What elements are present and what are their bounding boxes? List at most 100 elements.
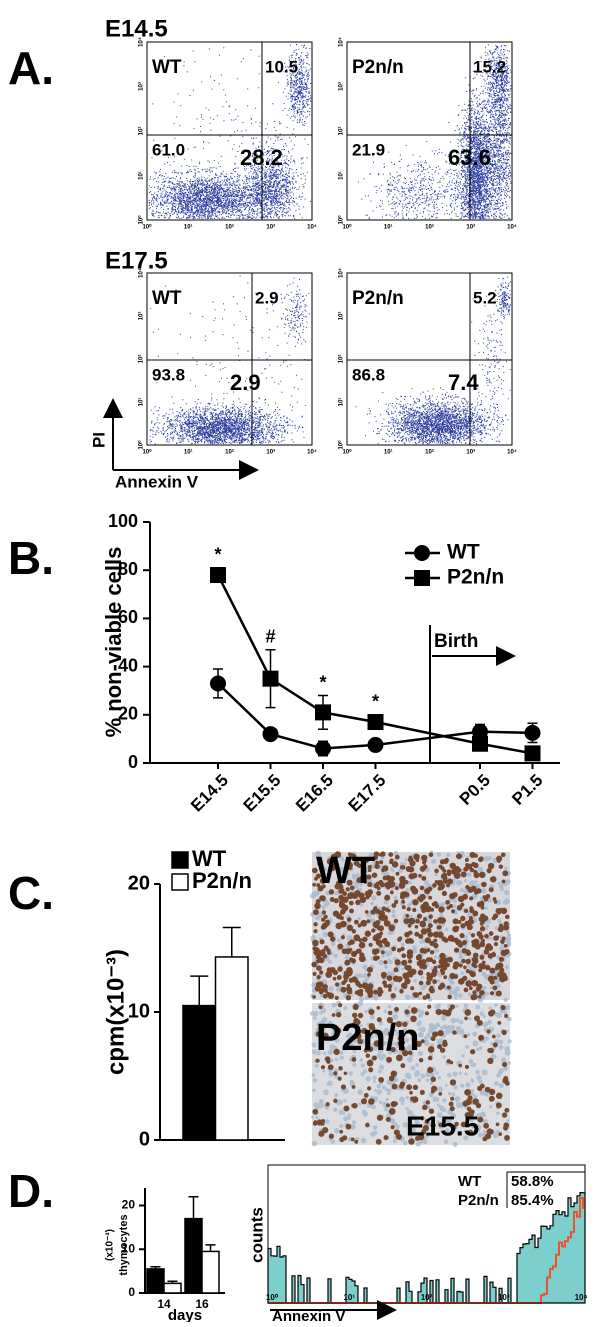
quadrant-value: 2.9 (230, 370, 261, 395)
y-tick-label: 10 (122, 1241, 136, 1255)
legend-label: WT (458, 1173, 481, 1190)
flow-tick-label: 10⁴ (307, 450, 317, 456)
flow-tick-label: 10² (225, 449, 234, 456)
data-point (262, 726, 279, 743)
x-axis-label: days (168, 1307, 202, 1322)
significance-mark: * (372, 692, 379, 712)
flow-plot-frame (346, 272, 513, 446)
quadrant-value: 93.8 (152, 365, 185, 384)
x-tick-label: E14.5 (187, 771, 232, 816)
flow-tick-label: 10⁴ (139, 268, 145, 278)
x-tick-label: E16.5 (292, 771, 337, 816)
bar (182, 1004, 217, 1141)
x-tick-label: 14 (157, 1297, 171, 1311)
flow-tick-label: 10² (338, 127, 345, 136)
flow-dots (149, 275, 310, 445)
genotype-label: WT (152, 57, 182, 78)
data-point (367, 714, 384, 731)
y-tick-label: 80 (118, 559, 138, 579)
flow-plot-frame (146, 272, 313, 446)
micrograph-texture (310, 1000, 512, 1147)
error-bar (205, 1244, 216, 1252)
flow-tick-label: 10² (225, 224, 234, 231)
flow-tick-label: 10³ (466, 224, 475, 231)
flow-tick-label: 10⁴ (339, 268, 345, 278)
bar (146, 1268, 165, 1294)
y-axis-label: % non-viable cells (101, 547, 126, 738)
significance-mark: * (214, 545, 221, 565)
flow-tick-label: 10³ (338, 312, 345, 321)
flow-tick-label: 10¹ (384, 224, 393, 231)
panel-label: C. (8, 867, 54, 919)
y-axis-label: thymocytes (118, 1214, 130, 1275)
quadrant-value: 61.0 (152, 140, 185, 159)
y-tick-label: 0 (128, 1285, 135, 1299)
x-tick-label: 10¹ (343, 1293, 355, 1302)
flow-tick-label: 10¹ (384, 449, 393, 456)
flow-tick-label: 10⁰ (138, 440, 145, 450)
error-bar (188, 1196, 199, 1219)
flow-tick-label: 10⁰ (342, 224, 352, 231)
y-axis-label: counts (247, 1207, 266, 1263)
flow-tick-label: 10² (338, 355, 345, 364)
data-point (315, 740, 331, 757)
flow-tick-label: 10¹ (184, 224, 193, 231)
flow-tick-label: 10⁴ (507, 450, 517, 456)
bar (184, 1217, 203, 1294)
error-bar (222, 926, 241, 957)
flow-dots (148, 44, 312, 220)
x-tick-label: P1.5 (508, 771, 546, 809)
flow-tick-label: 10² (425, 449, 434, 456)
flow-tick-label: 10⁰ (338, 215, 345, 225)
legend-swatch (171, 873, 189, 891)
y-tick-label: 0 (139, 1128, 150, 1150)
x-tick-label: P0.5 (456, 771, 494, 809)
data-point (472, 723, 488, 740)
x-tick-label: E17.5 (345, 771, 390, 816)
x-tick-label: 10⁰ (266, 1293, 279, 1302)
flow-tick-label: 10⁰ (342, 449, 352, 456)
y-tick-label: 20 (122, 1198, 136, 1212)
data-point (315, 704, 331, 721)
data-point (524, 745, 541, 762)
quadrant-value: 28.2 (240, 145, 283, 170)
x-tick-label: 10³ (498, 1293, 510, 1302)
quadrant-value: 21.9 (352, 140, 385, 159)
panel-label: B. (8, 532, 54, 584)
data-line (216, 574, 533, 755)
histogram-fill (267, 1192, 586, 1304)
flow-tick-label: 10¹ (338, 171, 345, 180)
genotype-label: P2n/n (352, 288, 404, 309)
y-tick-label: 100 (108, 511, 138, 531)
quadrant-value: 10.5 (265, 57, 298, 76)
timepoint-label: E14.5 (105, 15, 168, 42)
micrograph-label: WT (316, 850, 375, 892)
flow-tick-label: 10³ (138, 82, 145, 91)
x-tick-label: 10⁴ (575, 1293, 588, 1302)
flow-tick-label: 10⁰ (138, 215, 145, 225)
flow-tick-label: 10² (425, 224, 434, 231)
y-tick-label: 10 (128, 1000, 150, 1022)
y-tick-label: 60 (118, 607, 138, 627)
flow-tick-label: 10³ (266, 224, 275, 231)
data-point (524, 724, 541, 741)
flow-plot-frame (346, 41, 513, 221)
flow-tick-label: 10³ (138, 312, 145, 321)
x-tick-label: E15.5 (240, 771, 285, 816)
legend-label: WT (447, 541, 480, 564)
legend-label: P2n/n (192, 868, 252, 893)
flow-dots (355, 276, 511, 445)
event-label: Birth (434, 631, 478, 652)
micrograph-nuclei (312, 1003, 510, 1145)
flow-tick-label: 10² (138, 355, 145, 364)
legend-label: WT (192, 846, 227, 871)
bar (163, 1282, 182, 1294)
micrograph-label: P2n/n (316, 1017, 419, 1059)
legend-marker (414, 570, 430, 586)
flow-dots (357, 44, 512, 220)
data-point (367, 736, 384, 753)
legend-label: P2n/n (458, 1192, 499, 1209)
timepoint-label: E17.5 (105, 247, 168, 274)
y-tick-label: 0 (128, 752, 138, 772)
